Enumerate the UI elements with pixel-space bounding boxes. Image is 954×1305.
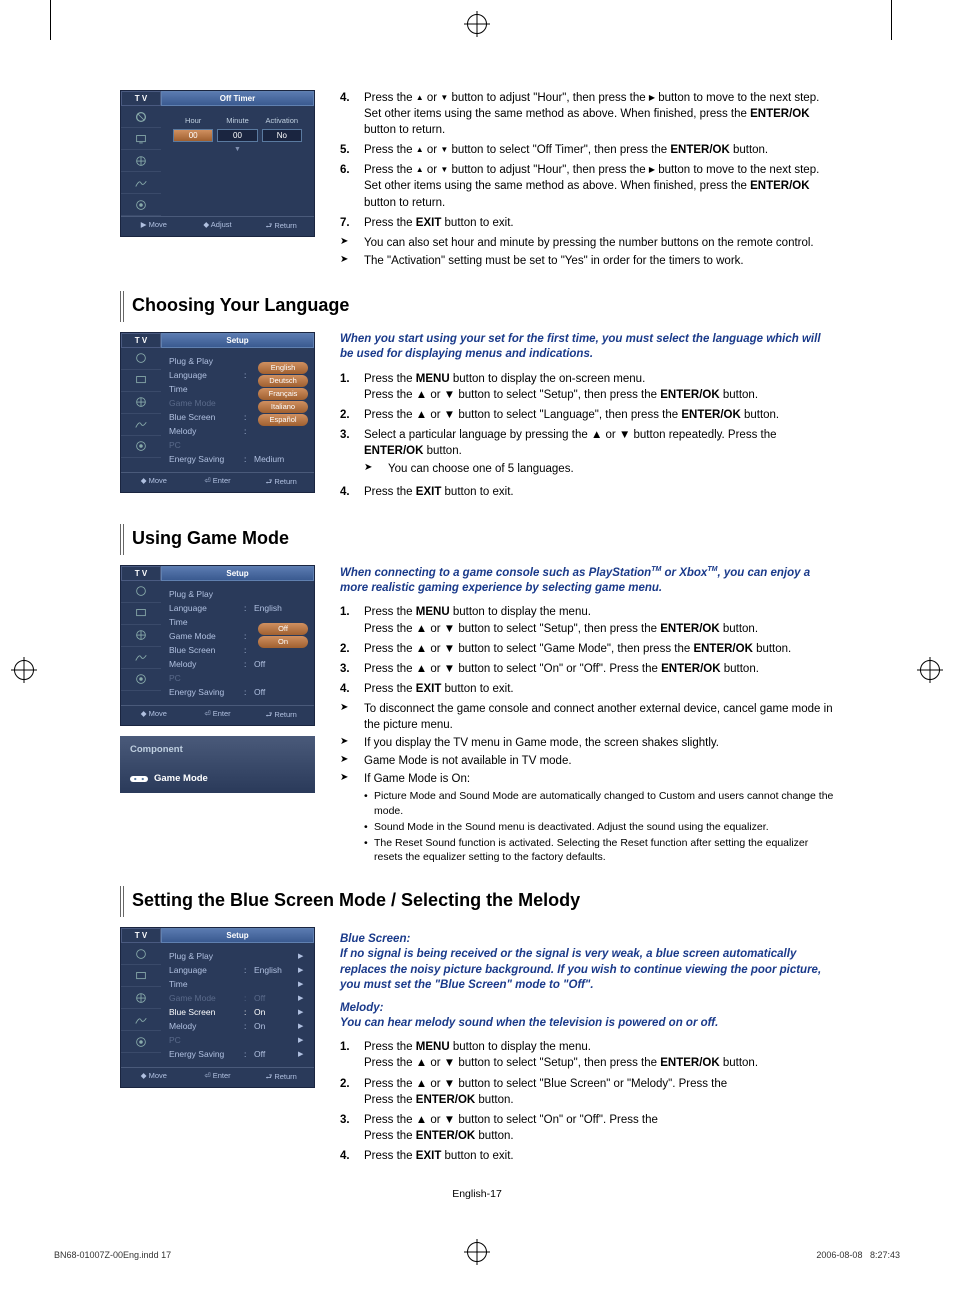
tv-label: T V <box>121 91 161 106</box>
row-plug-play: Plug & Play <box>169 587 306 601</box>
subhead-bluescreen: Blue Screen: <box>340 933 834 945</box>
row-pc: PC <box>169 438 306 452</box>
heading-language: Choosing Your Language <box>120 291 834 322</box>
game-bullet-1: •Picture Mode and Sound Mode are automat… <box>364 789 834 817</box>
footer-filename: BN68-01007Z-00Eng.indd 17 <box>54 1250 171 1260</box>
tv-screenshot-setup-lang: T V Setup Plug & Play Language: Time <box>120 332 315 493</box>
game-step-3: 3.Press the ▲ or ▼ button to select "On"… <box>340 661 834 677</box>
step-5: 5.Press the ▲ or ▼ button to select "Off… <box>340 142 834 158</box>
pill-espanol: Español <box>258 414 308 426</box>
lang-step-4: 4.Press the EXIT button to exit. <box>340 484 834 500</box>
lang-step-2: 2.Press the ▲ or ▼ button to select "Lan… <box>340 407 834 423</box>
col-minute: Minute <box>217 116 257 125</box>
blue-step-3: 3.Press the ▲ or ▼ button to select "On"… <box>340 1112 834 1144</box>
step-6: 6.Press the ▲ or ▼ button to adjust "Hou… <box>340 162 834 210</box>
col-activation: Activation <box>262 116 302 125</box>
game-bullet-2: •Sound Mode in the Sound menu is deactiv… <box>364 820 834 834</box>
tv-title: Off Timer <box>161 91 314 106</box>
row-energy: Energy Saving:Off <box>169 685 306 699</box>
tv-label: T V <box>121 928 161 943</box>
lang-step-3: 3.Select a particular language by pressi… <box>340 427 834 479</box>
row-bluescreen: Blue Screen:On▶ <box>169 1005 306 1019</box>
pill-francais: Français <box>258 388 308 400</box>
step-4: 4.Press the ▲ or ▼ button to adjust "Hou… <box>340 90 834 138</box>
tv-screenshot-setup-blue: T V Setup Plug & Play▶ Language:English▶ <box>120 927 315 1088</box>
footer-return: ⮐ Return <box>254 220 308 233</box>
row-energy: Energy Saving:Medium <box>169 452 306 466</box>
tv-label: T V <box>121 566 161 581</box>
row-time: Time▶ <box>169 977 306 991</box>
tv-sidebar-icons <box>121 348 161 472</box>
row-pc: PC <box>169 671 306 685</box>
row-melody: Melody:On▶ <box>169 1019 306 1033</box>
game-step-2: 2.Press the ▲ or ▼ button to select "Gam… <box>340 641 834 657</box>
note-numbers: ➤You can also set hour and minute by pre… <box>340 235 834 251</box>
tv-screenshot-setup-game: T V Setup Plug & Play Language:English <box>120 565 315 726</box>
tv-screenshot-offtimer: T V Off Timer Hour Minute <box>120 90 315 237</box>
tv-title: Setup <box>161 566 314 581</box>
game-step-1: 1.Press the MENU button to display the m… <box>340 604 834 636</box>
pill-on: On <box>258 636 308 648</box>
tv-sidebar-icons <box>121 581 161 705</box>
footer-move: ◆ Move <box>127 1071 181 1084</box>
val-hour: 00 <box>173 129 213 142</box>
tv-label: T V <box>121 333 161 348</box>
game-note-3: ➤Game Mode is not available in TV mode. <box>340 753 834 769</box>
gamepad-icon <box>130 773 148 785</box>
footer-enter: ⏎ Enter <box>191 1071 245 1084</box>
step-7: 7.Press the EXIT button to exit. <box>340 215 834 231</box>
intro-game: When connecting to a game console such a… <box>340 565 834 597</box>
game-bullet-3: •The Reset Sound function is activated. … <box>364 836 834 864</box>
down-arrow-icon: ▼ <box>169 146 306 159</box>
component-title: Component <box>130 744 305 755</box>
footer-return: ⮐ Return <box>254 709 308 722</box>
row-language: Language:English <box>169 601 306 615</box>
blue-step-1: 1.Press the MENU button to display the m… <box>340 1039 834 1071</box>
component-label: Game Mode <box>154 773 208 784</box>
lang-step-1: 1.Press the MENU button to display the o… <box>340 371 834 403</box>
footer-return: ⮐ Return <box>254 476 308 489</box>
footer-datetime: 2006-08-08 8:27:43 <box>816 1250 900 1260</box>
heading-gamemode: Using Game Mode <box>120 524 834 555</box>
row-pc: PC▶ <box>169 1033 306 1047</box>
note-activation: ➤The "Activation" setting must be set to… <box>340 253 834 269</box>
footer-enter: ⏎ Enter <box>191 709 245 722</box>
game-step-4: 4.Press the EXIT button to exit. <box>340 681 834 697</box>
col-hour: Hour <box>173 116 213 125</box>
val-minute: 00 <box>217 129 257 142</box>
game-note-4: ➤If Game Mode is On: <box>340 771 834 787</box>
subhead-melody: Melody: <box>340 1002 834 1014</box>
footer-move: ◆ Move <box>127 476 181 489</box>
row-plug-play: Plug & Play▶ <box>169 949 306 963</box>
val-activation: No <box>262 129 302 142</box>
pill-deutsch: Deutsch <box>258 375 308 387</box>
game-note-1: ➤To disconnect the game console and conn… <box>340 701 834 733</box>
row-melody: Melody: <box>169 424 306 438</box>
footer-adjust: ◆ Adjust <box>191 220 245 233</box>
pill-italiano: Italiano <box>258 401 308 413</box>
page-number: English-17 <box>120 1188 834 1200</box>
tv-sidebar-icons <box>121 106 161 216</box>
component-banner: Component Game Mode <box>120 736 315 793</box>
pill-off: Off <box>258 623 308 635</box>
game-note-2: ➤If you display the TV menu in Game mode… <box>340 735 834 751</box>
footer-enter: ⏎ Enter <box>191 476 245 489</box>
intro-language: When you start using your set for the fi… <box>340 332 834 363</box>
footer-move: ◆ Move <box>127 709 181 722</box>
row-language: Language:English▶ <box>169 963 306 977</box>
blue-step-4: 4.Press the EXIT button to exit. <box>340 1148 834 1164</box>
pill-english: English <box>258 362 308 374</box>
heading-bluescreen: Setting the Blue Screen Mode / Selecting… <box>120 886 834 917</box>
row-melody: Melody:Off <box>169 657 306 671</box>
tv-title: Setup <box>161 928 314 943</box>
tv-sidebar-icons <box>121 943 161 1067</box>
row-energy: Energy Saving:Off▶ <box>169 1047 306 1061</box>
blue-step-2: 2.Press the ▲ or ▼ button to select "Blu… <box>340 1076 834 1108</box>
tv-title: Setup <box>161 333 314 348</box>
row-gamemode: Game Mode:Off▶ <box>169 991 306 1005</box>
intro-bluescreen: If no signal is being received or the si… <box>340 947 834 994</box>
footer-return: ⮐ Return <box>254 1071 308 1084</box>
footer-move: ▶ Move <box>127 220 181 233</box>
intro-melody: You can hear melody sound when the telev… <box>340 1016 834 1032</box>
